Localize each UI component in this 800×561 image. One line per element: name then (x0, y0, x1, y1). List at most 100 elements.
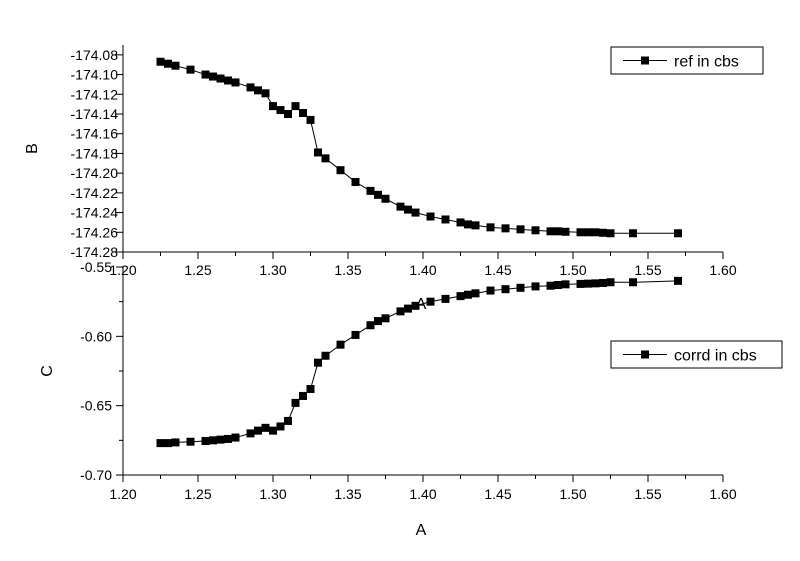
data-point (606, 229, 615, 238)
data-point (441, 294, 450, 303)
data-point (561, 280, 570, 289)
data-point (441, 215, 450, 224)
data-point (426, 297, 435, 306)
data-point (299, 109, 307, 118)
y-tick-label: -174.24 (71, 205, 119, 221)
y-axis-title: B (24, 143, 41, 154)
x-tick-label: 1.35 (334, 262, 361, 278)
x-tick-label: 1.35 (334, 486, 361, 502)
data-point (254, 426, 262, 435)
data-point (456, 292, 465, 301)
data-point (629, 229, 637, 238)
data-point (426, 212, 435, 221)
y-tick-label: -174.08 (71, 47, 119, 63)
x-tick-label: 1.30 (259, 262, 286, 278)
data-point (411, 208, 420, 217)
x-tick-label: 1.55 (634, 486, 661, 502)
data-point (351, 330, 360, 339)
data-point (411, 301, 420, 310)
data-point (201, 437, 210, 446)
data-point (366, 321, 375, 330)
y-tick-label: -0.65 (80, 398, 112, 414)
legend-marker (641, 56, 649, 65)
data-point (291, 398, 300, 407)
y-tick-label: -174.10 (71, 67, 119, 83)
data-point (231, 78, 240, 87)
data-point (531, 226, 540, 235)
data-point (531, 282, 540, 291)
data-point (261, 423, 270, 432)
data-point (629, 278, 637, 287)
data-point (546, 227, 555, 236)
y-tick-label: -174.16 (71, 126, 119, 142)
legend-entry: ref in cbs (674, 54, 739, 71)
x-tick-label: 1.45 (484, 486, 511, 502)
x-tick-label: 1.45 (484, 262, 511, 278)
x-tick-label: 1.30 (259, 486, 286, 502)
plot-panel-2: 1.20 1.25 1.30 1.35 1.40 1.45 1.50 1.55 1.60 -0.5… (39, 259, 783, 539)
data-point (276, 106, 285, 115)
data-point (156, 439, 165, 448)
x-tick-label: 1.50 (559, 262, 586, 278)
data-point (366, 186, 375, 195)
data-point (284, 416, 292, 425)
data-point (164, 439, 172, 448)
data-point (216, 435, 225, 444)
data-point (299, 391, 307, 400)
data-point (584, 228, 592, 237)
data-point (261, 89, 270, 98)
data-point (246, 83, 255, 92)
data-point (201, 70, 210, 79)
data-point (351, 178, 360, 187)
y-tick-label: -174.28 (71, 244, 119, 260)
y-tick-label: -174.12 (71, 86, 119, 102)
data-point (224, 434, 232, 443)
data-point (396, 202, 405, 211)
data-point (284, 110, 292, 118)
y-tick-label: -174.14 (71, 106, 119, 122)
legend-entry: corrd in cbs (674, 348, 757, 365)
data-point (336, 340, 345, 349)
data-point (501, 285, 510, 294)
y-tick-label: -174.20 (71, 165, 119, 181)
data-point (471, 289, 480, 298)
data-point (516, 225, 525, 234)
stray-axis-label: A (416, 296, 427, 313)
data-point (209, 436, 217, 445)
data-point (291, 102, 300, 111)
data-point (501, 224, 510, 233)
data-point (186, 437, 195, 446)
data-point (674, 276, 682, 285)
data-point (396, 307, 405, 316)
data-point (231, 433, 240, 442)
x-tick-label: 1.60 (709, 262, 736, 278)
data-point (456, 218, 465, 227)
legend: ref in cbs (610, 46, 764, 75)
data-point (591, 279, 600, 288)
y-tick-label: -174.22 (71, 185, 119, 201)
data-point (186, 65, 195, 74)
data-point (486, 223, 495, 232)
x-tick-label: 1.20 (109, 486, 136, 502)
data-point (599, 278, 607, 287)
data-point (554, 227, 562, 236)
legend-marker (641, 350, 649, 359)
y-tick-label: -174.18 (71, 145, 119, 161)
data-point (224, 76, 232, 85)
y-tick-label: -0.55 (80, 259, 112, 275)
x-tick-label: 1.60 (709, 486, 736, 502)
data-point (486, 286, 495, 295)
x-tick-label: 1.40 (409, 262, 436, 278)
data-point (321, 154, 330, 163)
series-line (160, 61, 678, 234)
data-point (314, 148, 322, 157)
data-point (599, 228, 607, 237)
data-point (561, 227, 570, 236)
data-point (516, 283, 525, 292)
data-point (576, 279, 585, 288)
data-point (246, 429, 255, 438)
x-tick-label: 1.40 (409, 486, 436, 502)
data-point (306, 385, 315, 394)
data-point (209, 72, 217, 81)
